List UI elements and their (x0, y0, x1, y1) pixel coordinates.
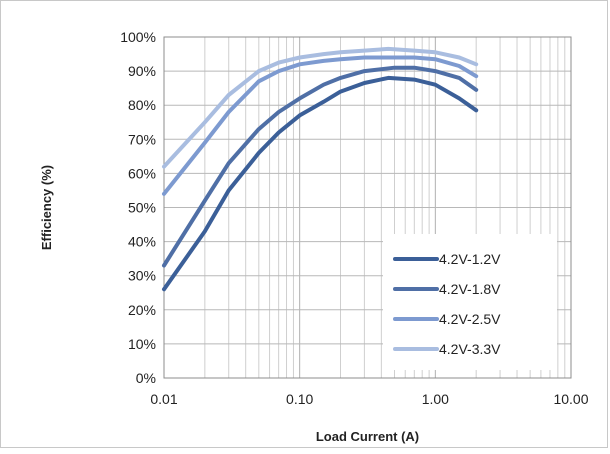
series-line (162, 46, 479, 169)
y-tick-label: 30% (128, 268, 156, 284)
series-line (162, 65, 479, 268)
y-tick-label: 40% (128, 234, 156, 250)
legend-label: 4.2V-2.5V (439, 311, 501, 327)
y-tick-label: 60% (128, 165, 156, 181)
legend-label: 4.2V-1.8V (439, 281, 501, 297)
x-axis-tick-labels: 0.01 0.10 1.00 10.00 (150, 391, 588, 407)
series-line (162, 55, 479, 196)
y-tick-label: 90% (128, 63, 156, 79)
y-tick-label: 80% (128, 97, 156, 113)
legend: 4.2V-1.2V 4.2V-1.8V 4.2V-2.5V 4.2V-3.3V (383, 234, 557, 370)
legend-label: 4.2V-1.2V (439, 251, 501, 267)
y-tick-label: 20% (128, 302, 156, 318)
x-tick-label: 0.10 (286, 391, 313, 407)
y-tick-label: 10% (128, 336, 156, 352)
series-lines (162, 46, 479, 292)
legend-label: 4.2V-3.3V (439, 341, 501, 357)
y-tick-label: 0% (136, 370, 156, 386)
x-tick-label: 1.00 (422, 391, 449, 407)
x-axis-label: Load Current (A) (316, 429, 419, 444)
y-axis-label: Efficiency (%) (39, 165, 54, 250)
y-tick-label: 70% (128, 131, 156, 147)
series-line (162, 75, 479, 292)
x-tick-label: 0.01 (150, 391, 177, 407)
plot-area-border (163, 36, 572, 379)
y-axis-tick-labels: 0% 10% 20% 30% 40% 50% 60% 70% 80% 90% 100% (120, 29, 156, 386)
y-tick-label: 100% (120, 29, 156, 45)
x-tick-label: 10.00 (553, 391, 588, 407)
y-tick-label: 50% (128, 200, 156, 216)
